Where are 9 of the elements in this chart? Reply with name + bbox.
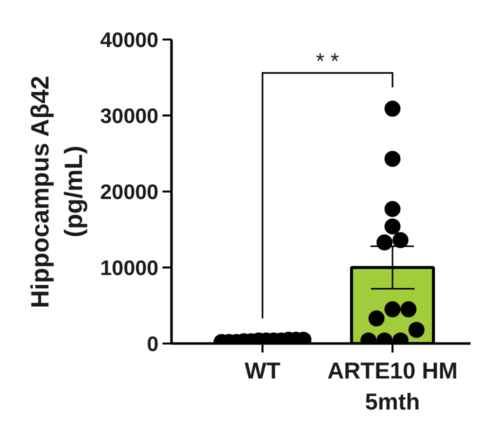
y-tick-label: 10000 <box>100 257 159 280</box>
y-tick-label: 20000 <box>100 181 159 204</box>
y-axis-title: Hippocampus Aβ42 (pg/mL) <box>26 76 88 308</box>
annotation: * * <box>316 48 340 74</box>
y-tick-label: 0 <box>146 333 159 356</box>
x-tick-label: ARTE10 HM 5mth <box>327 358 458 415</box>
x-tick-label: WT <box>244 358 280 384</box>
y-tick-label: 30000 <box>100 105 159 128</box>
y-tick-label: 40000 <box>100 29 159 52</box>
